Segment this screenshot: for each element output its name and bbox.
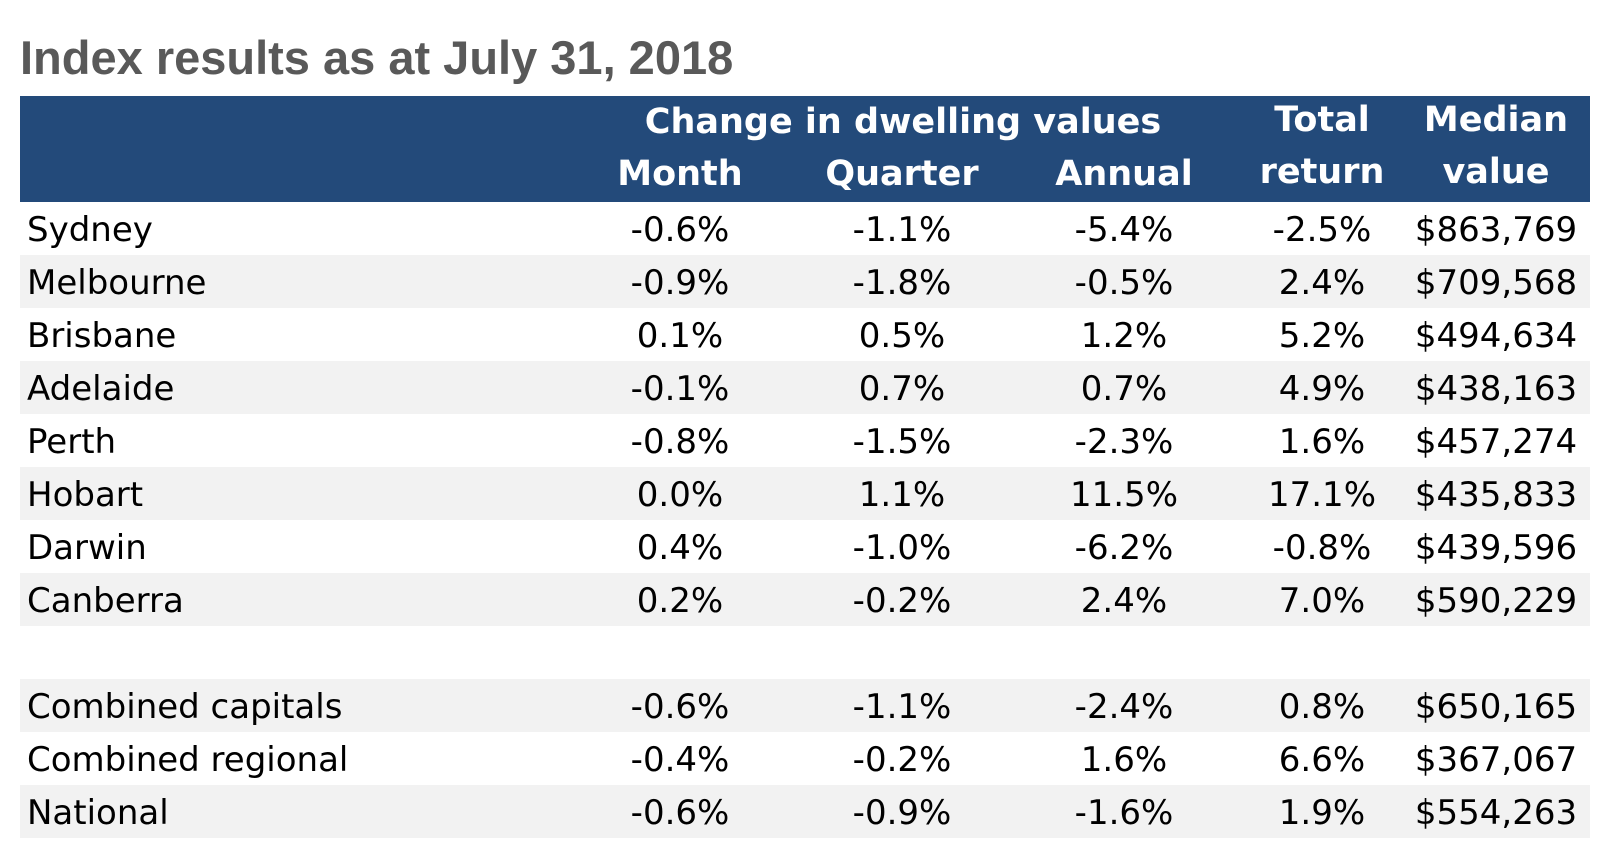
cell-month: 0.0% bbox=[636, 475, 724, 515]
cell-region: Combined capitals bbox=[27, 687, 343, 727]
header-median-line2: value bbox=[1442, 152, 1550, 192]
table-row: Darwin 0.4% -1.0% -6.2% -0.8% $439,596 bbox=[20, 520, 1590, 573]
cell-total-return: -2.5% bbox=[1272, 210, 1372, 250]
cell-quarter: 0.7% bbox=[858, 369, 946, 409]
header-median-line1: Median bbox=[1423, 100, 1569, 140]
cell-region: Brisbane bbox=[27, 316, 177, 356]
page-title: Index results as at July 31, 2018 bbox=[20, 31, 734, 84]
cell-median-value: $650,165 bbox=[1414, 687, 1578, 727]
cell-total-return: -0.8% bbox=[1272, 528, 1372, 568]
cell-annual: -2.3% bbox=[1074, 422, 1174, 462]
cell-annual: -2.4% bbox=[1074, 687, 1174, 727]
cell-month: -0.1% bbox=[630, 369, 730, 409]
cell-annual: -1.6% bbox=[1074, 793, 1174, 833]
cell-region: Canberra bbox=[27, 581, 184, 621]
cell-region: Darwin bbox=[27, 528, 147, 568]
cell-annual: 1.2% bbox=[1080, 316, 1168, 356]
cell-region: Combined regional bbox=[27, 740, 349, 780]
cell-quarter: -0.2% bbox=[852, 581, 952, 621]
table-row: Adelaide -0.1% 0.7% 0.7% 4.9% $438,163 bbox=[20, 361, 1590, 414]
cell-quarter: -1.0% bbox=[852, 528, 952, 568]
table-row: Sydney -0.6% -1.1% -5.4% -2.5% $863,769 bbox=[20, 202, 1590, 255]
cell-region: Melbourne bbox=[27, 263, 207, 303]
table-row: Combined regional -0.4% -0.2% 1.6% 6.6% $367,… bbox=[20, 732, 1590, 785]
cell-month: -0.6% bbox=[630, 687, 730, 727]
table-header: Change in dwelling values Month Quarter … bbox=[20, 96, 1590, 202]
cell-total-return: 2.4% bbox=[1278, 263, 1366, 303]
cell-median-value: $457,274 bbox=[1414, 422, 1578, 462]
cell-total-return: 1.6% bbox=[1278, 422, 1366, 462]
cell-total-return: 1.9% bbox=[1278, 793, 1366, 833]
cell-annual: 0.7% bbox=[1080, 369, 1168, 409]
cell-month: -0.8% bbox=[630, 422, 730, 462]
cell-quarter: -1.1% bbox=[852, 210, 952, 250]
cell-quarter: -1.1% bbox=[852, 687, 952, 727]
cell-quarter: -0.9% bbox=[852, 793, 952, 833]
cell-quarter: -1.5% bbox=[852, 422, 952, 462]
cell-median-value: $554,263 bbox=[1414, 793, 1578, 833]
cell-median-value: $494,634 bbox=[1414, 316, 1578, 356]
cell-annual: -0.5% bbox=[1074, 263, 1174, 303]
cell-total-return: 5.2% bbox=[1278, 316, 1366, 356]
cell-median-value: $863,769 bbox=[1414, 210, 1578, 250]
cell-median-value: $435,833 bbox=[1414, 475, 1578, 515]
table-row: Melbourne -0.9% -1.8% -0.5% 2.4% $709,568 bbox=[20, 255, 1590, 308]
header-total-line2: return bbox=[1259, 152, 1385, 192]
cell-month: -0.9% bbox=[630, 263, 730, 303]
cell-total-return: 0.8% bbox=[1278, 687, 1366, 727]
cell-month: 0.1% bbox=[636, 316, 724, 356]
cell-annual: 2.4% bbox=[1080, 581, 1168, 621]
cell-median-value: $439,596 bbox=[1414, 528, 1578, 568]
cell-annual: -6.2% bbox=[1074, 528, 1174, 568]
index-results-table: Change in dwelling values Month Quarter … bbox=[20, 96, 1590, 838]
row-spacer bbox=[20, 626, 1590, 679]
cell-region: National bbox=[27, 793, 169, 833]
cell-region: Perth bbox=[27, 422, 117, 462]
cell-month: 0.4% bbox=[636, 528, 724, 568]
cell-median-value: $709,568 bbox=[1414, 263, 1578, 303]
table-body: Sydney -0.6% -1.1% -5.4% -2.5% $863,769 Melbou… bbox=[20, 202, 1590, 838]
cell-quarter: -1.8% bbox=[852, 263, 952, 303]
cell-region: Sydney bbox=[27, 210, 153, 250]
table-row: Canberra 0.2% -0.2% 2.4% 7.0% $590,229 bbox=[20, 573, 1590, 626]
header-quarter: Quarter bbox=[825, 154, 979, 194]
header-month: Month bbox=[617, 154, 743, 194]
table-row: Perth -0.8% -1.5% -2.3% 1.6% $457,274 bbox=[20, 414, 1590, 467]
cell-month: 0.2% bbox=[636, 581, 724, 621]
cell-median-value: $438,163 bbox=[1414, 369, 1578, 409]
table-row: Brisbane 0.1% 0.5% 1.2% 5.2% $494,634 bbox=[20, 308, 1590, 361]
header-total-line1: Total bbox=[1274, 100, 1370, 140]
cell-month: -0.4% bbox=[630, 740, 730, 780]
table-row: National -0.6% -0.9% -1.6% 1.9% $554,263 bbox=[20, 785, 1590, 838]
header-group-change-in-dwelling-values: Change in dwelling values bbox=[644, 102, 1162, 142]
cell-median-value: $367,067 bbox=[1414, 740, 1578, 780]
cell-total-return: 4.9% bbox=[1278, 369, 1366, 409]
table-row: Hobart 0.0% 1.1% 11.5% 17.1% $435,833 bbox=[20, 467, 1590, 520]
cell-annual: 11.5% bbox=[1069, 475, 1178, 515]
cell-region: Adelaide bbox=[27, 369, 175, 409]
cell-total-return: 17.1% bbox=[1267, 475, 1376, 515]
cell-annual: 1.6% bbox=[1080, 740, 1168, 780]
header-annual: Annual bbox=[1055, 154, 1193, 194]
cell-median-value: $590,229 bbox=[1414, 581, 1578, 621]
cell-month: -0.6% bbox=[630, 793, 730, 833]
cell-total-return: 7.0% bbox=[1278, 581, 1366, 621]
cell-total-return: 6.6% bbox=[1278, 740, 1366, 780]
cell-quarter: 0.5% bbox=[858, 316, 946, 356]
cell-month: -0.6% bbox=[630, 210, 730, 250]
cell-region: Hobart bbox=[27, 475, 144, 515]
cell-quarter: 1.1% bbox=[858, 475, 946, 515]
cell-annual: -5.4% bbox=[1074, 210, 1174, 250]
cell-quarter: -0.2% bbox=[852, 740, 952, 780]
table-row: Combined capitals -0.6% -1.1% -2.4% 0.8% $650… bbox=[20, 679, 1590, 732]
